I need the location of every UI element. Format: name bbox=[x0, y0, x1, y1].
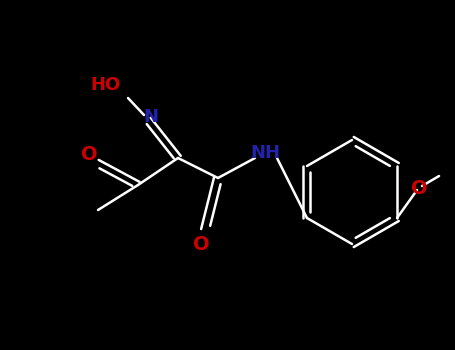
Text: O: O bbox=[411, 178, 427, 197]
Text: N: N bbox=[143, 108, 158, 126]
Text: O: O bbox=[81, 146, 97, 164]
Text: HO: HO bbox=[91, 76, 121, 94]
Text: NH: NH bbox=[250, 144, 280, 162]
Text: O: O bbox=[192, 234, 209, 253]
